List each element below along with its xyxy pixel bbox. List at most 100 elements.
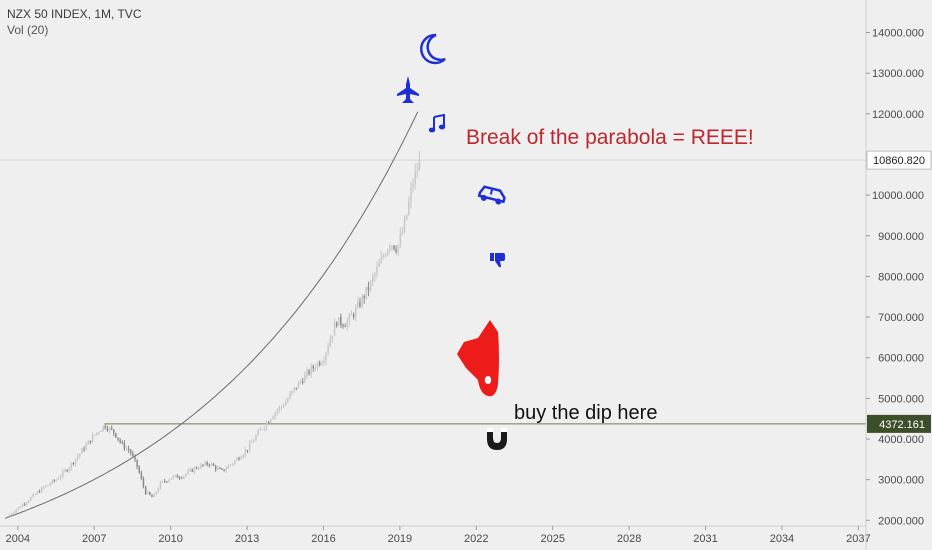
candle-body: [43, 487, 45, 489]
candle-body: [244, 449, 247, 455]
candle-body: [140, 472, 143, 479]
candle-body: [23, 504, 26, 506]
candle-body: [248, 442, 251, 451]
candle-body: [155, 492, 157, 494]
candle-body: [76, 456, 79, 460]
candle-body: [225, 468, 227, 471]
candle-body: [297, 381, 300, 389]
candle-body: [180, 477, 183, 479]
candle-body: [386, 249, 389, 256]
candle-body: [376, 266, 378, 274]
candle-body: [299, 381, 302, 383]
y-tick-label: 3000.000: [878, 475, 924, 487]
x-tick-label: 2037: [846, 533, 870, 545]
magnet-icon: [487, 428, 507, 450]
parabola-annotation[interactable]: Break of the parabola = REEE!: [466, 126, 754, 149]
candle-body: [119, 439, 121, 443]
candle-body: [30, 497, 32, 501]
candle-body: [253, 440, 255, 443]
candle-body: [117, 437, 119, 440]
moon-icon: [420, 33, 446, 65]
y-axis[interactable]: 2000.000 3000.000 4000.000 5000.000 6000.000…: [865, 0, 924, 550]
candle-body: [13, 512, 15, 514]
candle-body: [223, 469, 225, 471]
candle-body: [395, 249, 397, 252]
candle-body: [236, 458, 238, 461]
candle-body: [40, 487, 43, 493]
y-tick-label: 4000.000: [878, 434, 924, 446]
price-labels: 10860.820 4372.161: [866, 150, 932, 433]
candle-body: [280, 406, 283, 408]
y-tick-label: 12000.000: [872, 109, 924, 121]
candle-body: [149, 492, 151, 495]
legend: NZX 50 INDEX, 1M, TVC Vol (20): [7, 6, 141, 38]
candle-body: [208, 464, 210, 466]
candle-body: [197, 468, 200, 470]
candle-body: [282, 405, 285, 407]
candle-body: [382, 256, 385, 258]
candle-body: [380, 257, 382, 263]
candle-body: [130, 450, 132, 454]
candle-body: [272, 416, 274, 420]
candle-body: [104, 425, 106, 429]
candle-body: [108, 427, 111, 431]
candle-body: [113, 429, 115, 434]
candle-body: [68, 468, 70, 472]
y-tick-label: 13000.000: [872, 68, 924, 80]
candle-body: [66, 470, 68, 472]
candle-body: [144, 486, 147, 494]
y-tick-label: 9000.000: [878, 231, 924, 243]
y-tick-label: 10000.000: [872, 190, 924, 202]
candle-body: [295, 387, 298, 389]
volume-title[interactable]: Vol (20): [7, 23, 49, 37]
candle-body: [100, 430, 102, 432]
y-tick-label: 8000.000: [878, 271, 924, 283]
candle-body: [176, 475, 179, 478]
candle-body: [418, 159, 421, 171]
candle-body: [359, 301, 361, 307]
candle-body: [363, 296, 365, 299]
candle-body: [26, 502, 28, 505]
candle-body: [308, 370, 310, 374]
candle-body: [183, 476, 185, 478]
current-price-label: 10860.820: [873, 155, 925, 167]
candle-body: [310, 366, 312, 374]
candles: [9, 150, 421, 517]
candle-body: [110, 427, 113, 430]
candle-body: [270, 419, 272, 423]
candle-body: [47, 485, 49, 486]
x-tick-label: 2019: [388, 533, 412, 545]
candle-body: [87, 440, 90, 445]
candle-body: [301, 381, 304, 383]
candle-body: [227, 465, 230, 469]
candle-body: [15, 509, 17, 513]
y-tick-label: 2000.000: [878, 515, 924, 527]
x-tick-label: 2004: [6, 533, 30, 545]
candle-body: [403, 219, 406, 232]
level-label-bg: [867, 414, 931, 433]
candle-body: [331, 335, 334, 340]
candle-body: [115, 433, 117, 438]
candle-body: [289, 393, 291, 399]
candle-body: [246, 449, 249, 451]
candle-body: [412, 183, 414, 188]
candle-body: [49, 483, 51, 485]
candle-body: [340, 316, 342, 325]
candle-body: [134, 456, 136, 460]
parabola-curve: [4, 111, 419, 519]
candle-body: [174, 475, 177, 477]
candle-body: [401, 231, 404, 235]
candle-body: [350, 314, 353, 316]
x-tick-label: 2022: [464, 533, 488, 545]
candle-body: [333, 322, 336, 336]
candle-body: [123, 442, 126, 449]
dip-annotation[interactable]: buy the dip here: [514, 402, 658, 424]
x-tick-label: 2031: [693, 533, 717, 545]
candle-body: [53, 480, 56, 482]
candle-body: [74, 459, 77, 464]
symbol-title[interactable]: NZX 50 INDEX, 1M, TVC: [7, 7, 142, 21]
candle-body: [83, 448, 85, 450]
candle-body: [346, 321, 348, 327]
